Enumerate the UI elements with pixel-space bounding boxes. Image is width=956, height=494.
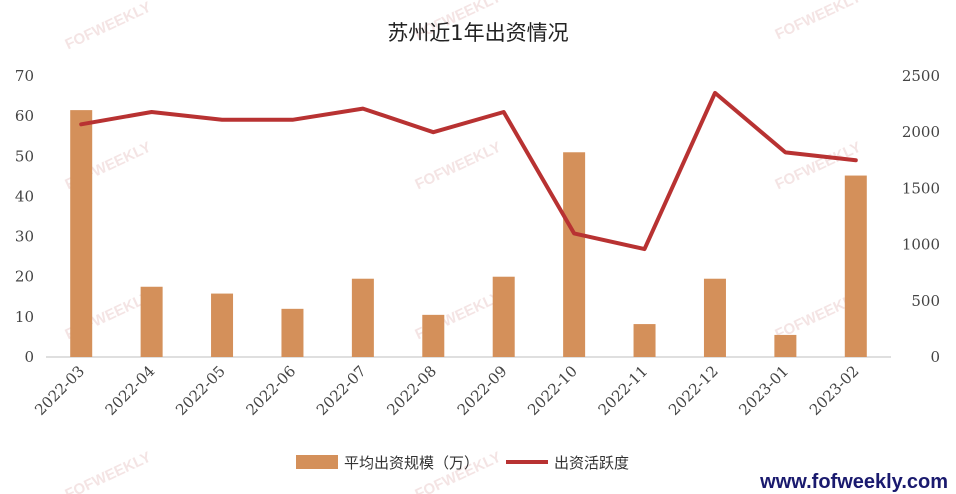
right-tick-label: 500 <box>911 292 940 310</box>
bar <box>70 110 93 357</box>
line-series <box>79 90 858 252</box>
legend-bar-swatch <box>296 455 338 469</box>
bar <box>633 324 656 357</box>
right-tick-label: 0 <box>930 348 940 366</box>
left-tick-label: 30 <box>15 228 34 246</box>
watermark-text: FOFWEEKLY <box>62 449 153 494</box>
x-tick-label: 2022-10 <box>524 362 581 419</box>
x-tick-label: 2023-01 <box>735 362 792 419</box>
legend-bar-label: 平均出资规模（万） <box>344 454 479 472</box>
left-tick-label: 20 <box>15 268 34 286</box>
bar <box>351 278 374 357</box>
bar <box>774 334 797 357</box>
x-tick-label: 2022-12 <box>665 362 722 419</box>
series-line <box>79 90 858 252</box>
bar <box>422 314 445 357</box>
website-label: www.fofweekly.com <box>759 471 948 493</box>
left-tick-label: 40 <box>15 187 34 205</box>
left-tick-label: 70 <box>15 67 34 85</box>
x-tick-label: 2023-02 <box>806 362 863 419</box>
x-tick-label: 2022-05 <box>172 362 229 419</box>
chart-title: 苏州近1年出资情况 <box>387 21 568 45</box>
bar <box>492 276 515 357</box>
bar-series <box>70 110 867 357</box>
bar <box>703 278 726 357</box>
left-tick-label: 60 <box>15 107 34 125</box>
right-tick-label: 2500 <box>902 67 940 85</box>
x-tick-label: 2022-03 <box>31 362 88 419</box>
right-tick-label: 1000 <box>902 236 940 254</box>
watermark-text: FOFWEEKLY <box>412 139 503 194</box>
left-tick-label: 50 <box>15 147 34 165</box>
bar <box>844 175 867 357</box>
left-tick-label: 10 <box>15 308 34 326</box>
x-tick-label: 2022-11 <box>595 362 652 419</box>
x-tick-label: 2022-06 <box>242 362 299 419</box>
left-tick-label: 0 <box>24 348 34 366</box>
bar <box>140 286 163 357</box>
legend-line-label: 出资活跃度 <box>554 454 629 472</box>
watermark-text: FOFWEEKLY <box>62 0 153 53</box>
legend: 平均出资规模（万） 出资活跃度 <box>296 454 629 472</box>
watermark-text: FOFWEEKLY <box>772 0 863 43</box>
bar <box>211 293 234 357</box>
bar <box>563 152 586 357</box>
x-tick-label: 2022-08 <box>383 362 440 419</box>
right-tick-label: 2000 <box>902 123 940 141</box>
x-tick-label: 2022-07 <box>313 362 370 419</box>
x-axis-ticks: 2022-03 2022-04 2022-05 2022-06 2022-07 2022-… <box>31 362 862 419</box>
x-tick-label: 2022-09 <box>454 362 511 419</box>
right-axis-ticks: 0 500 1000 1500 2000 2500 <box>902 67 940 366</box>
right-tick-label: 1500 <box>902 179 940 197</box>
x-tick-label: 2022-04 <box>102 362 159 419</box>
bar <box>281 308 304 357</box>
left-axis-ticks: 0 10 20 30 40 50 60 70 <box>15 67 34 366</box>
